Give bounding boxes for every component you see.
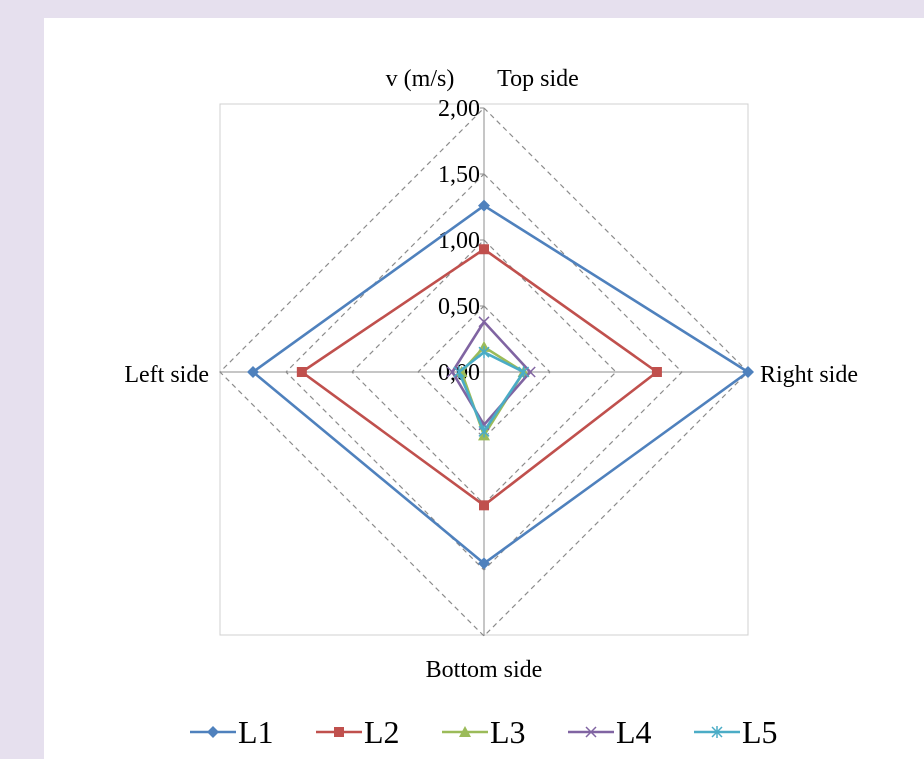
data-point: [711, 726, 723, 738]
data-point: [296, 367, 307, 377]
data-point: [453, 366, 465, 378]
data-point: [207, 726, 219, 738]
legend-label: L2: [364, 714, 400, 750]
data-point: [478, 346, 490, 359]
legend-label: L4: [616, 714, 652, 750]
data-point: [247, 366, 259, 378]
legend-item-l3: L3: [442, 714, 526, 750]
axis-label-bottom: Bottom side: [426, 657, 543, 683]
data-point: [478, 316, 490, 328]
data-point: [518, 366, 530, 378]
axis-label-top: Top side: [497, 66, 579, 92]
tick-label: 0,50: [438, 294, 480, 320]
data-point: [742, 366, 754, 378]
legend-label: L5: [742, 714, 778, 750]
data-point: [459, 726, 471, 737]
axis-label-right: Right side: [760, 362, 858, 388]
series-line-l1: [251, 204, 750, 565]
data-point: [478, 425, 490, 438]
series-group: [247, 199, 754, 570]
legend-item-l4: L4: [568, 714, 652, 750]
tick-label: 1,00: [438, 228, 480, 254]
data-point: [585, 726, 597, 738]
unit-label: v (m/s): [386, 66, 455, 92]
data-point: [479, 500, 489, 511]
grid-ring: [219, 107, 749, 637]
data-point: [478, 199, 490, 212]
radar-axes: [220, 107, 748, 636]
data-point: [479, 244, 489, 255]
data-point: [334, 727, 344, 737]
legend-item-l2: L2: [316, 714, 400, 750]
legend-item-l5: L5: [694, 714, 778, 750]
axis-label-left: Left side: [124, 362, 209, 388]
data-point: [478, 557, 490, 570]
radial-tick-labels: 0,000,501,001,502,00: [438, 96, 480, 386]
legend-item-l1: L1: [190, 714, 274, 750]
tick-label: 1,50: [438, 162, 480, 188]
legend-label: L3: [490, 714, 526, 750]
legend: L1 L2 L3 L4 L5: [190, 714, 778, 750]
legend-label: L1: [238, 714, 274, 750]
tick-label: 2,00: [438, 96, 480, 122]
data-point: [651, 367, 662, 377]
